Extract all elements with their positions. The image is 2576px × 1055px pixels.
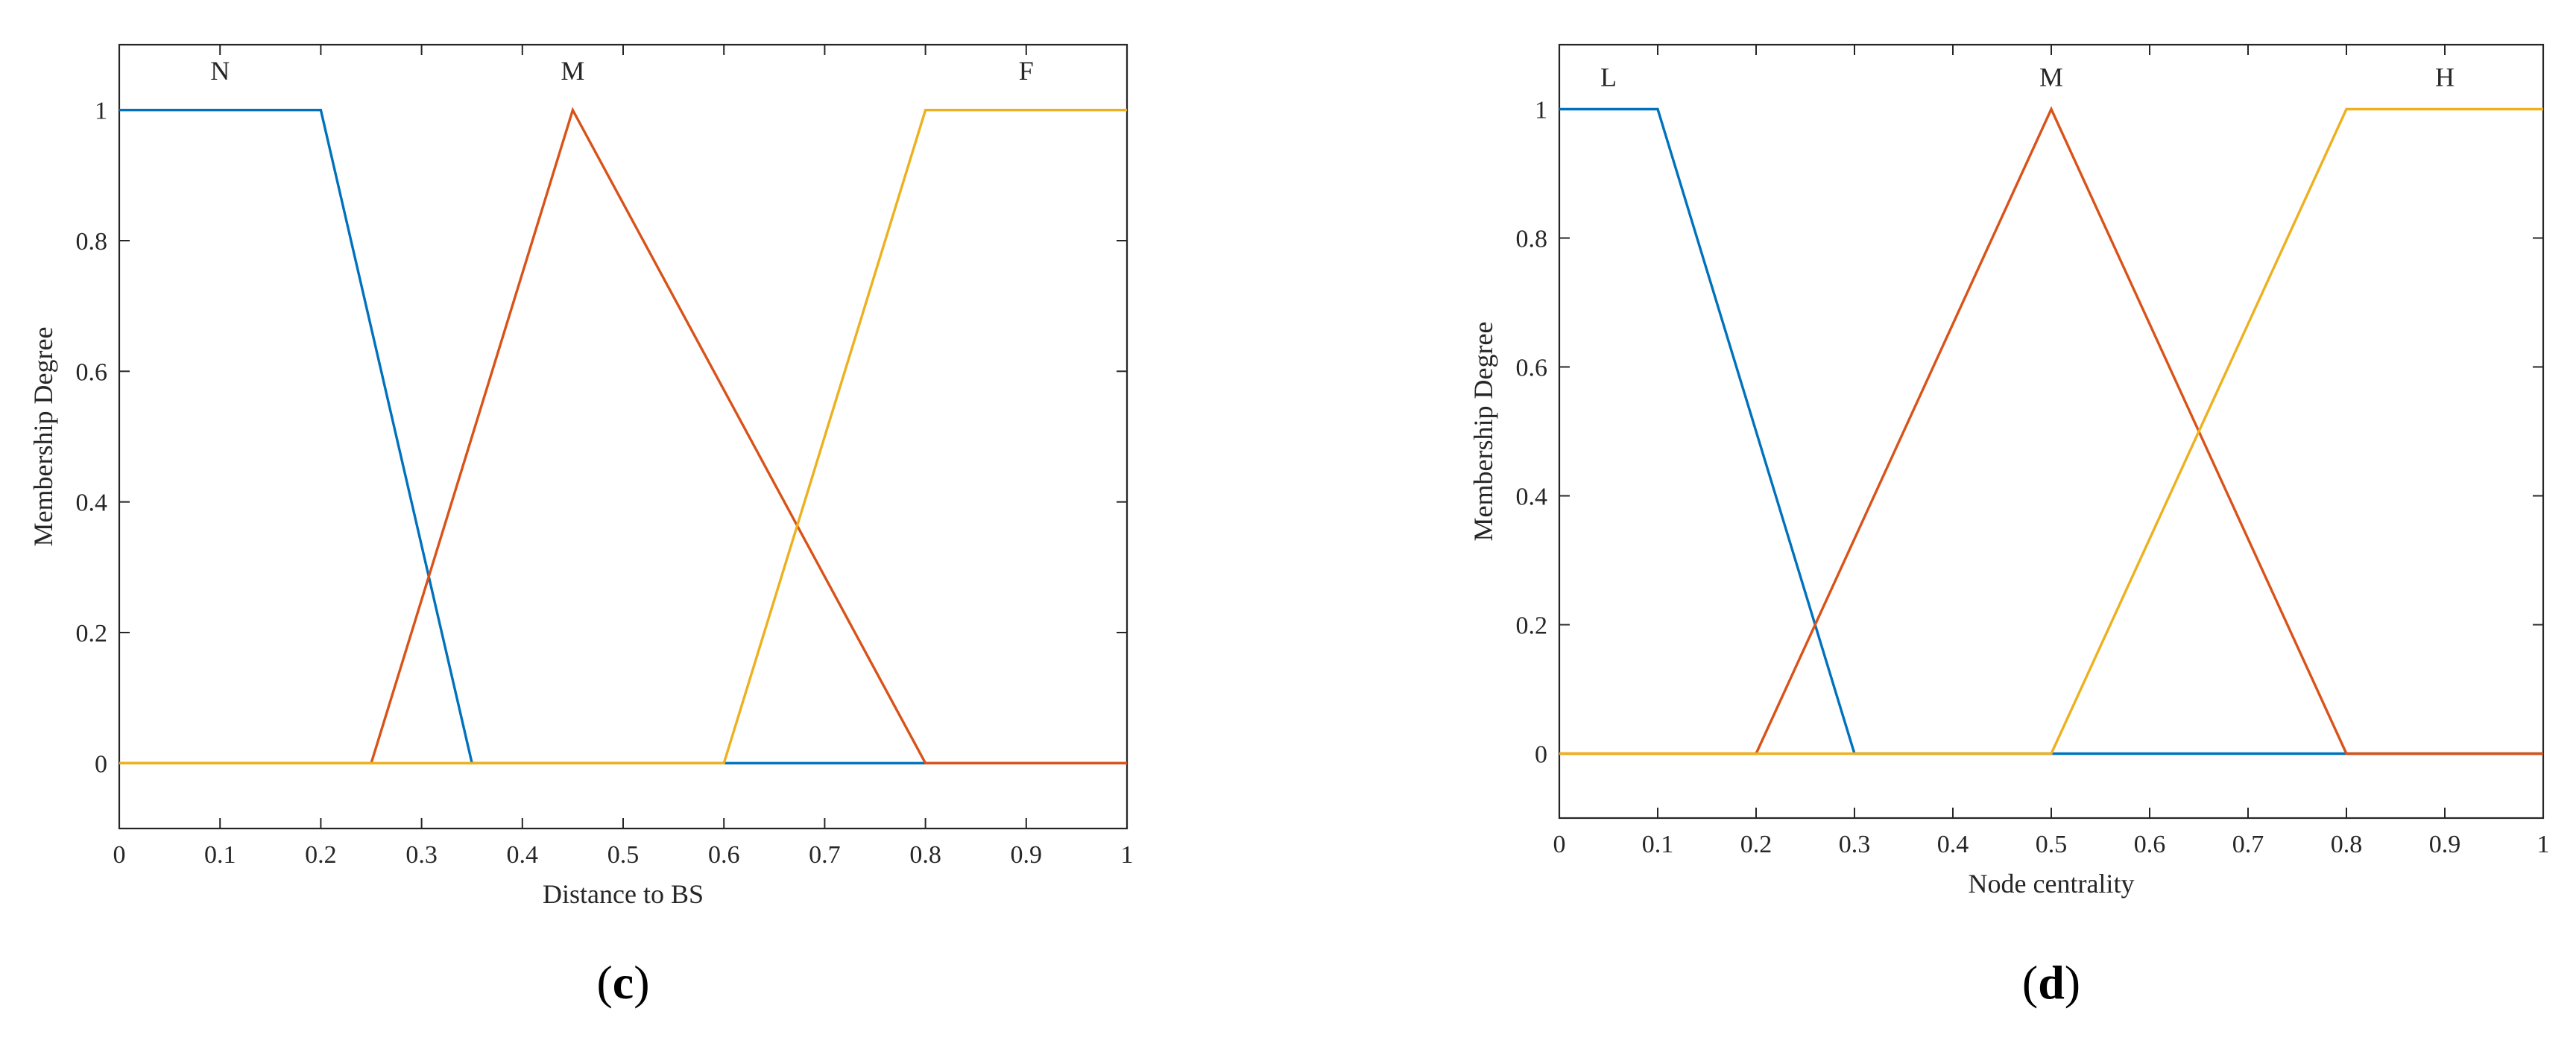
series-line-m-d	[1559, 106, 2543, 755]
x-axis-label: Node centrality	[1969, 869, 2135, 899]
x-tick-label: 0.4	[507, 841, 539, 869]
x-tick-label: 0	[1553, 831, 1566, 858]
y-tick-label: 0.4	[1516, 484, 1548, 511]
y-tick-label: 0	[95, 750, 107, 778]
x-tick-label: 0.7	[2232, 831, 2264, 858]
series-line-h-d	[1559, 107, 2543, 755]
chart-panel-c: 0 0.1 0.2 0.3 0.4 0.5 0.6 0.7 0.8 0.9 1 0 0.2 0.4 0.6 0…	[28, 43, 1134, 1009]
series-label: L	[1600, 62, 1617, 92]
y-tick-label: 0.2	[1516, 612, 1548, 640]
series-line-m-c	[119, 107, 1127, 765]
x-axis-label: Distance to BS	[543, 879, 704, 909]
x-tick-label: 0.8	[909, 841, 941, 869]
series-label: F	[1019, 56, 1034, 86]
plot-area-frame	[1558, 43, 2545, 820]
series-label: M	[2039, 62, 2063, 92]
series-line-f-c	[119, 108, 1127, 765]
y-tick-label: 0.8	[1516, 226, 1548, 253]
panel-label-close-paren: )	[2065, 956, 2080, 1009]
panel-label-letter: c	[613, 956, 634, 1009]
series-label: M	[561, 56, 584, 86]
panel-label: (c)	[596, 956, 649, 1009]
y-tick-label: 0.6	[1516, 355, 1548, 382]
x-tick-label: 0.5	[2036, 831, 2068, 858]
series-label: H	[2435, 62, 2455, 92]
y-tick-label: 1	[95, 98, 107, 125]
y-tick-label: 0.8	[76, 228, 108, 256]
x-tick-label: 1	[2537, 831, 2550, 858]
y-tick-label: 0.4	[76, 490, 108, 517]
panel-label-open-paren: (	[2022, 956, 2038, 1009]
x-tick-label: 0.4	[1937, 831, 1969, 858]
x-tick-label: 0.8	[2331, 831, 2363, 858]
y-tick-label: 0	[1535, 741, 1547, 769]
y-axis-label: Membership Degree	[28, 327, 58, 547]
x-tick-label: 0.9	[1011, 841, 1043, 869]
x-tick-label: 0.1	[1642, 831, 1674, 858]
x-tick-label: 0.9	[2429, 831, 2461, 858]
x-tick-label: 0.2	[1740, 831, 1772, 858]
x-tick-label: 0.7	[809, 841, 841, 869]
x-tick-label: 0.1	[204, 841, 236, 869]
panel-label-close-paren: )	[634, 956, 649, 1009]
chart-panel-d: 0 0.1 0.2 0.3 0.4 0.5 0.6 0.7 0.8 0.9 1 0 0.2 0.4 0.6 0…	[1468, 43, 2550, 1009]
panel-label-letter: d	[2038, 956, 2065, 1009]
x-tick-label: 0.6	[708, 841, 740, 869]
y-axis-label: Membership Degree	[1468, 322, 1498, 542]
panel-label: (d)	[2022, 956, 2080, 1009]
x-tick-label: 1	[1121, 841, 1134, 869]
y-tick-label: 1	[1535, 97, 1547, 124]
x-tick-label: 0.2	[305, 841, 337, 869]
x-tick-label: 0.3	[1839, 831, 1871, 858]
panel-label-open-paren: (	[596, 956, 612, 1009]
series-line-l-d	[1559, 107, 2543, 755]
x-tick-label: 0.5	[607, 841, 640, 869]
x-tick-label: 0.3	[405, 841, 438, 869]
series-label: N	[210, 56, 230, 86]
plot-area-frame	[118, 43, 1128, 830]
y-tick-label: 0.6	[76, 358, 108, 386]
x-tick-label: 0	[113, 841, 126, 869]
series-line-n-c	[119, 108, 1127, 765]
x-tick-label: 0.6	[2134, 831, 2166, 858]
y-tick-label: 0.2	[76, 620, 108, 647]
